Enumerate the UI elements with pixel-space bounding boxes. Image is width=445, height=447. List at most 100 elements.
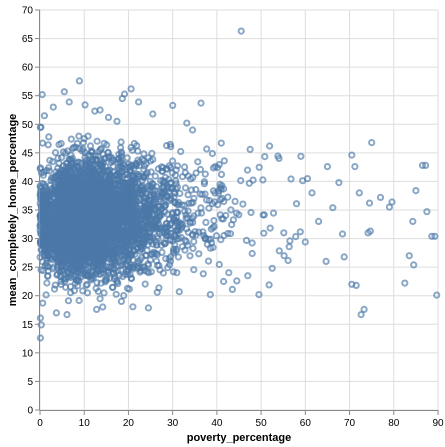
data-point [65, 98, 73, 106]
data-point [99, 303, 107, 311]
data-point [189, 174, 197, 182]
data-point [79, 139, 88, 147]
data-point [93, 191, 101, 199]
data-point [151, 172, 159, 180]
data-point [301, 238, 309, 246]
data-point [170, 215, 178, 223]
x-axis-title: poverty_percentage [187, 432, 292, 444]
data-point [161, 201, 169, 210]
data-point [87, 148, 96, 157]
data-point [119, 160, 127, 168]
data-point [92, 155, 100, 163]
data-point [423, 208, 431, 216]
data-point [186, 252, 194, 260]
data-point [98, 253, 106, 261]
data-point [209, 164, 218, 172]
data-point [169, 268, 177, 276]
data-point [143, 200, 151, 208]
data-point [296, 228, 304, 236]
data-point [275, 154, 283, 162]
data-point [60, 268, 68, 276]
data-point [44, 272, 52, 280]
data-point [162, 231, 171, 239]
y-tick-label: 55 [22, 91, 34, 102]
data-point [47, 176, 55, 184]
data-point [189, 198, 197, 207]
data-point [73, 203, 81, 211]
data-point [189, 244, 197, 252]
data-point [173, 162, 182, 170]
data-point [351, 163, 359, 171]
data-point [431, 232, 439, 240]
data-point [189, 126, 197, 134]
data-point [348, 151, 356, 159]
data-point [68, 266, 76, 274]
data-point [410, 261, 418, 269]
data-point [127, 261, 136, 269]
data-point [58, 186, 66, 194]
data-point [69, 192, 78, 200]
data-point [376, 193, 385, 201]
data-point [153, 261, 162, 269]
data-point [169, 157, 177, 165]
y-tick-label: 20 [22, 291, 34, 302]
data-point [93, 228, 101, 236]
data-point [91, 152, 100, 160]
data-point [266, 224, 274, 232]
data-point [173, 269, 181, 277]
data-point [53, 206, 61, 214]
data-point [111, 245, 120, 253]
data-point [135, 98, 143, 106]
data-point [158, 248, 166, 256]
y-tick-label: 0 [27, 406, 33, 417]
data-point [214, 189, 222, 197]
data-point [36, 165, 44, 173]
data-point [141, 280, 149, 288]
data-point [89, 182, 97, 190]
data-point [192, 185, 200, 194]
data-point [211, 189, 219, 197]
data-point [37, 321, 45, 329]
data-point [178, 243, 186, 251]
data-point [43, 224, 51, 232]
data-point [255, 163, 263, 171]
data-point [323, 163, 331, 171]
data-point [54, 248, 62, 256]
data-point [260, 211, 268, 219]
data-point [244, 272, 252, 280]
data-point [148, 204, 156, 213]
x-tick-label: 0 [37, 418, 43, 429]
data-point [163, 142, 171, 150]
data-point [72, 258, 80, 267]
data-point [119, 227, 127, 235]
data-point [401, 279, 409, 287]
data-point [74, 158, 82, 166]
data-point [171, 199, 179, 207]
data-point [297, 152, 305, 160]
data-point [81, 228, 90, 236]
data-point [134, 240, 142, 248]
data-point [214, 164, 222, 172]
data-point [196, 190, 204, 198]
data-point [70, 164, 78, 172]
data-point [136, 268, 144, 276]
data-point [42, 291, 50, 299]
data-point [126, 198, 134, 206]
data-point [72, 232, 80, 240]
data-point [52, 309, 61, 317]
data-point [59, 243, 67, 251]
data-point [98, 158, 106, 167]
data-point [233, 277, 241, 285]
data-point [266, 142, 274, 150]
data-point [206, 291, 214, 299]
data-point [192, 169, 200, 177]
y-tick-label: 30 [22, 234, 34, 245]
data-point [202, 218, 210, 226]
data-point [242, 236, 251, 244]
data-point [90, 263, 98, 271]
y-tick-label: 10 [22, 348, 34, 359]
data-point [422, 161, 430, 169]
data-point [53, 271, 61, 279]
data-point [45, 167, 54, 175]
data-point [154, 202, 162, 210]
